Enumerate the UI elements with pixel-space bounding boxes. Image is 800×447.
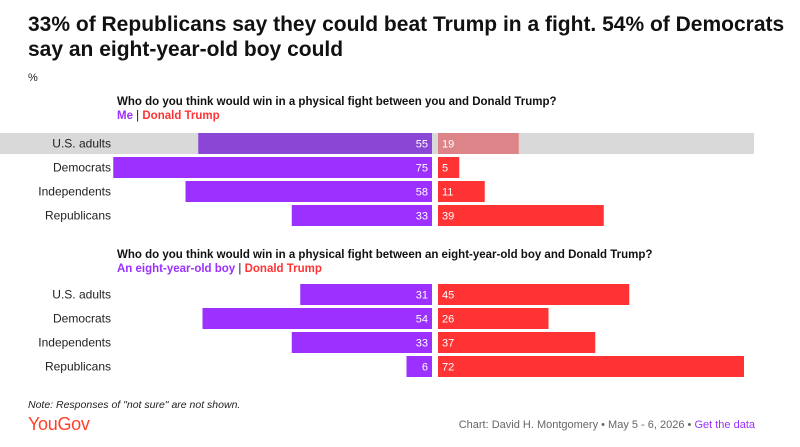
get-the-data-link[interactable]: Get the data — [694, 419, 755, 431]
credit: Chart: David H. Montgomery • May 5 - 6, … — [459, 419, 755, 431]
value-left-p2-independents: 33 — [416, 338, 428, 350]
legend-1-right: Donald Trump — [142, 110, 220, 122]
value-right-p2-independents: 37 — [442, 338, 454, 350]
legend-2: An eight-year-old boy | Donald Trump — [117, 263, 322, 275]
value-right-p1-independents: 11 — [442, 187, 453, 199]
bar-right-p1-independents — [438, 181, 485, 202]
question-1: Who do you think would win in a physical… — [117, 96, 557, 108]
value-right-p2-republicans: 72 — [442, 362, 454, 374]
value-right-p2-u-s-adults: 45 — [442, 290, 454, 302]
legend-1-left: Me — [117, 110, 133, 122]
bar-right-p1-republicans — [438, 205, 604, 226]
legend-1: Me | Donald Trump — [117, 110, 220, 122]
bar-left-p2-republicans — [406, 356, 432, 377]
category-label-p2-democrats: Democrats — [53, 312, 111, 326]
question-2: Who do you think would win in a physical… — [117, 249, 653, 261]
bar-left-p2-democrats — [202, 308, 432, 329]
category-label-p1-u-s-adults: U.S. adults — [52, 137, 111, 151]
bar-left-p1-republicans — [291, 205, 432, 226]
value-right-p2-democrats: 26 — [442, 314, 454, 326]
value-left-p2-democrats: 54 — [416, 314, 428, 326]
value-left-p2-republicans: 6 — [422, 362, 428, 374]
note: Note: Responses of "not sure" are not sh… — [28, 399, 241, 411]
bar-left-p2-independents — [291, 332, 432, 353]
category-label-p2-u-s-adults: U.S. adults — [52, 288, 111, 302]
bar-left-p1-independents — [185, 181, 432, 202]
bar-left-p1-democrats — [113, 157, 432, 178]
bar-left-p2-u-s-adults — [300, 284, 432, 305]
bar-left-p1-u-s-adults — [198, 133, 432, 154]
category-label-p2-independents: Independents — [38, 336, 111, 350]
category-label-p1-republicans: Republicans — [45, 209, 111, 223]
value-left-p2-u-s-adults: 31 — [416, 290, 428, 302]
bar-right-p2-u-s-adults — [438, 284, 630, 305]
legend-2-left: An eight-year-old boy — [117, 263, 236, 275]
value-left-p1-democrats: 75 — [416, 163, 428, 175]
value-right-p1-democrats: 5 — [442, 163, 448, 175]
chart-title: 33% of Republicans say they could beat T… — [28, 13, 785, 61]
yougov-logo: YouGov — [28, 414, 90, 434]
bar-right-p2-democrats — [438, 308, 549, 329]
credit-text: Chart: David H. Montgomery • May 5 - 6, … — [458, 419, 692, 431]
category-label-p1-democrats: Democrats — [53, 161, 111, 175]
category-label-p2-republicans: Republicans — [45, 360, 111, 374]
value-right-p1-u-s-adults: 19 — [442, 139, 454, 151]
unit-label: % — [28, 72, 38, 84]
bar-right-p2-republicans — [438, 356, 744, 377]
value-left-p1-republicans: 33 — [416, 211, 428, 223]
value-left-p1-independents: 58 — [416, 187, 428, 199]
bar-right-p1-u-s-adults — [438, 133, 519, 154]
category-label-p1-independents: Independents — [38, 185, 111, 199]
legend-2-right: Donald Trump — [244, 263, 322, 275]
value-left-p1-u-s-adults: 55 — [416, 139, 428, 151]
value-right-p1-republicans: 39 — [442, 211, 454, 223]
bar-right-p1-democrats — [438, 157, 460, 178]
bar-right-p2-independents — [438, 332, 596, 353]
